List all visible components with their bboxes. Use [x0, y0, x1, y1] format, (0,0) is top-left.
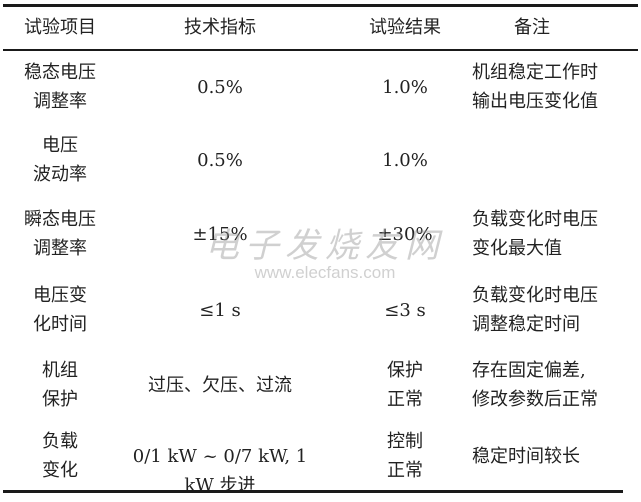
- cell-spec-line: 过压、欠压、过流: [148, 374, 292, 396]
- cell-result: 保护 正常: [340, 356, 470, 414]
- cell-item: 机组 保护: [0, 356, 120, 414]
- cell-item-line: 稳态电压: [24, 62, 96, 83]
- header-spec: 技术指标: [184, 17, 256, 38]
- cell-item-line: 调整率: [33, 238, 87, 259]
- cell-note-line: 负载变化时电压: [472, 209, 598, 230]
- top-rule: [3, 4, 638, 7]
- cell-note: 稳定时间较长: [472, 442, 637, 471]
- header-note: 备注: [514, 17, 550, 38]
- cell-item-line: 调整率: [33, 91, 87, 112]
- cell-spec-line: ≤1 s: [199, 299, 241, 321]
- cell-result: 控制 正常: [340, 427, 470, 485]
- cell-result: 1.0%: [340, 73, 470, 102]
- cell-note: 负载变化时电压 调整稳定时间: [472, 281, 637, 339]
- cell-result: ≤3 s: [340, 296, 470, 325]
- cell-spec: 过压、欠压、过流: [120, 371, 320, 400]
- cell-item: 负载 变化: [0, 427, 120, 485]
- cell-result-line: ≤3 s: [384, 299, 426, 321]
- cell-note-line: 修改参数后正常: [472, 389, 598, 410]
- cell-note-line: 负载变化时电压: [472, 285, 598, 306]
- cell-note: 机组稳定工作时 输出电压变化值: [472, 58, 637, 116]
- cell-item-line: 化时间: [33, 314, 87, 335]
- cell-result-line: 控制: [387, 431, 423, 452]
- cell-item-line: 变化: [42, 460, 78, 481]
- header-item: 试验项目: [24, 17, 96, 38]
- cell-result-line: ±30%: [377, 223, 433, 245]
- cell-spec: ±15%: [120, 220, 320, 249]
- cell-result: 1.0%: [340, 146, 470, 175]
- cell-note: 存在固定偏差, 修改参数后正常: [472, 356, 637, 414]
- watermark-en: www.elecfans.com: [254, 263, 396, 282]
- cell-result-line: 正常: [387, 460, 423, 481]
- cell-spec: 0.5%: [120, 73, 320, 102]
- cell-note-line: 变化最大值: [472, 238, 562, 259]
- cell-note-line: 稳定时间较长: [472, 445, 580, 467]
- cell-item: 瞬态电压 调整率: [0, 205, 120, 263]
- cell-item-line: 瞬态电压: [24, 209, 96, 230]
- cell-item-line: 电压变: [33, 285, 87, 306]
- cell-item: 稳态电压 调整率: [0, 58, 120, 116]
- cell-note-line: 存在固定偏差,: [472, 360, 586, 381]
- cell-result-line: 正常: [387, 389, 423, 410]
- cell-spec-line: 0.5%: [197, 76, 243, 98]
- cell-result: ±30%: [340, 220, 470, 249]
- cell-item-line: 电压: [42, 135, 78, 156]
- cell-item-line: 波动率: [33, 164, 87, 185]
- cell-spec-line: 0.5%: [197, 149, 243, 171]
- cell-item-line: 负载: [42, 431, 78, 452]
- cell-spec: 0.5%: [120, 146, 320, 175]
- cell-item-line: 保护: [42, 389, 78, 410]
- header-result: 试验结果: [369, 17, 441, 38]
- cell-note: 负载变化时电压 变化最大值: [472, 205, 637, 263]
- cell-note-line: 机组稳定工作时: [472, 62, 598, 83]
- cell-result-line: 1.0%: [382, 149, 428, 171]
- bottom-rule: [3, 490, 623, 493]
- cell-note-line: 调整稳定时间: [472, 314, 580, 335]
- cell-spec: ≤1 s: [120, 296, 320, 325]
- cell-note-line: 输出电压变化值: [472, 91, 598, 112]
- header-rule: [3, 49, 638, 51]
- cell-item: 电压变 化时间: [0, 281, 120, 339]
- cell-item-line: 机组: [42, 360, 78, 381]
- cell-item: 电压 波动率: [0, 131, 120, 189]
- cell-spec-line: ±15%: [192, 223, 248, 245]
- cell-result-line: 保护: [387, 360, 423, 381]
- cell-result-line: 1.0%: [382, 76, 428, 98]
